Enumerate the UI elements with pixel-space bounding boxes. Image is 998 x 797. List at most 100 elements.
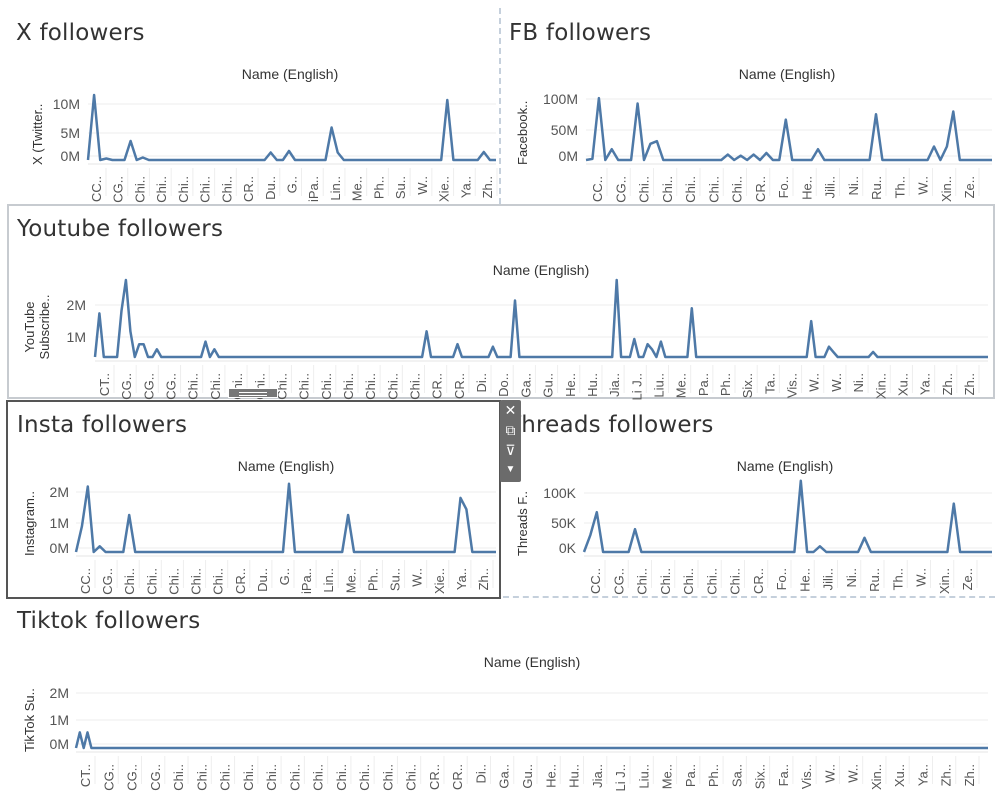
divider-vertical-top [499,8,501,204]
popout-icon[interactable]: ⧉ [505,422,516,438]
yt-x-tick-label: Ga.. [518,373,533,398]
tt-x-tick-label: Zh.. [939,764,954,786]
tt-x-tick-label: Pa.. [683,764,698,787]
threads-x-tick-label: CG.. [611,568,626,595]
yt-x-tick-label: Me.. [674,373,689,398]
tt-x-tick-label: Chi.. [380,764,395,791]
x-x-tick-label: Lin.. [328,176,343,201]
x-x-tick-label: Du.. [263,176,278,200]
threads-x-tick-label: Chi.. [658,568,673,595]
more-icon[interactable]: ▼ [505,464,516,475]
threads-x-tick-label: He.. [797,568,812,592]
fb-x-tick-label: W.. [916,176,931,195]
x-x-tick-label: Chi.. [132,176,147,203]
yt-x-tick-label: CG.. [164,373,179,400]
fb-x-tick-label: Ni.. [846,176,861,196]
insta-x-tick-label: Xie.. [432,568,447,594]
panel-toolbar: ✕ ⧉ ⊽ ▼ [500,400,521,482]
insta-x-tick-label: Chi.. [144,568,159,595]
threads-panel-title: Threads followers [507,412,714,438]
youtube-panel-title: Youtube followers [17,216,224,242]
tt-x-tick-label: Vis.. [799,764,814,789]
tt-x-tick-label: Chi.. [404,764,419,791]
yt-x-tick-label: CT.. [97,373,112,396]
fb-series-line [585,96,992,162]
insta-panel-frame[interactable] [6,400,501,599]
threads-x-tick-label: Chi.. [681,568,696,595]
resize-grip-handle[interactable] [228,388,278,398]
close-icon[interactable]: ✕ [504,402,517,418]
threads-panel-x-header: Name (English) [736,458,834,474]
insta-chart-group: 2M 1M 0M CC.. CG.. Chi.. Chi.. Chi.. Chi.. Chi.. C… [50,482,496,595]
fb-x-tick-label: Jili.. [823,176,838,198]
youtube-panel-y-label: YouTube Subscribe.. [22,294,52,360]
yt-x-tick-label: CR.. [452,373,467,399]
x-series-line [86,93,496,162]
tt-x-tick-label: Chi.. [171,764,186,791]
yt-x-tick-label: Jia.. [607,373,622,397]
x-x-tick-label: Chi.. [219,176,234,203]
tiktok-panel-title: Tiktok followers [17,608,201,634]
fb-panel-x-header: Name (English) [738,66,836,82]
yt-x-tick-label: Ph.. [718,373,733,396]
fb-panel-y-label: Facebook.. [515,100,530,165]
x-x-tick-label: Chi.. [154,176,169,203]
yt-x-tick-label: Liu.. [652,373,667,398]
yt-x-tick-label: Gu.. [541,373,556,398]
x-x-tick-label: Zh.. [480,176,495,198]
x-y-tick-label: 0M [61,148,80,164]
fb-x-tick-label: Chi.. [683,176,698,203]
x-panel-x-header: Name (English) [241,66,339,82]
threads-x-tick-label: Ni.. [844,568,859,588]
x-x-tick-label: Ph.. [371,176,386,199]
yt-x-tick-label: Do.. [496,373,511,397]
yt-x-tick-label: Chi.. [385,373,400,400]
threads-x-tick-label: Chi.. [728,568,743,595]
insta-x-tick-label: iPa.. [299,568,314,594]
yt-x-tick-label: Di.. [474,373,489,393]
tt-x-tick-label: Chi.. [287,764,302,791]
tt-y-tick-label: 2M [50,685,69,701]
divider-horizontal [503,596,995,598]
fb-panel-title: FB followers [509,20,652,46]
threads-y-tick-label: 50K [551,515,577,531]
tt-x-tick-label: Ga.. [497,764,512,789]
insta-x-tick-label: CG.. [100,568,115,595]
fb-x-tick-label: Xin.. [939,176,954,202]
fb-x-tick-label: Ru.. [869,176,884,200]
fb-x-tick-label: He.. [799,176,814,200]
tt-x-tick-label: W.. [846,764,861,783]
tt-x-tick-label: Chi.. [334,764,349,791]
tt-x-tick-label: CG.. [101,764,116,791]
tt-x-tick-label: Sa.. [729,764,744,787]
tt-y-tick-label: 0M [50,736,69,752]
threads-x-tick-label: Chi.. [704,568,719,595]
tt-x-tick-label: Chi.. [194,764,209,791]
tt-x-tick-label: Xu.. [892,764,907,787]
x-x-tick-label: Su.. [393,176,408,199]
yt-x-tick-label: CR.. [430,373,445,399]
insta-x-tick-label: Chi.. [211,568,226,595]
insta-panel-x-header: Name (English) [237,458,335,474]
threads-panel-y-label: Threads F.. [515,490,530,556]
insta-x-tick-label: Ph.. [365,568,380,591]
tt-x-tick-label: Six.. [753,764,768,789]
insta-x-tick-label: Chi.. [122,568,137,595]
yt-x-tick-label: He.. [563,373,578,397]
filter-icon[interactable]: ⊽ [505,442,516,458]
tt-x-tick-label: Hu.. [567,764,582,788]
fb-chart-group: 100M 50M 0M CC.. CG.. Chi.. Chi.. Chi.. Chi.. Chi… [543,91,992,203]
insta-x-tick-label: Su.. [388,568,403,591]
fb-y-tick-label: 0M [559,148,578,164]
tt-x-tick-label: Ya.. [916,764,931,786]
yt-x-tick-label: Zh.. [962,373,977,395]
tt-x-tick-label: Jia.. [590,764,605,788]
yt-x-tick-label: W.. [807,373,822,392]
insta-x-tick-label: CC.. [78,568,93,594]
threads-x-tick-label: Th.. [890,568,905,590]
tt-x-tick-label: Chi.. [311,764,326,791]
yt-x-tick-label: Vis.. [785,373,800,398]
x-x-tick-label: G.. [285,176,300,193]
x-y-tick-label: 10M [53,96,80,112]
